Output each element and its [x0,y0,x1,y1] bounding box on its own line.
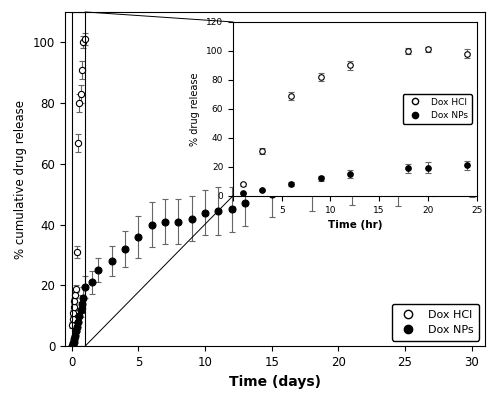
Bar [72,12,85,346]
X-axis label: Time (days): Time (days) [229,375,321,388]
Y-axis label: % cumulative drug release: % cumulative drug release [14,100,28,259]
Legend: Dox HCl, Dox NPs: Dox HCl, Dox NPs [392,304,480,341]
